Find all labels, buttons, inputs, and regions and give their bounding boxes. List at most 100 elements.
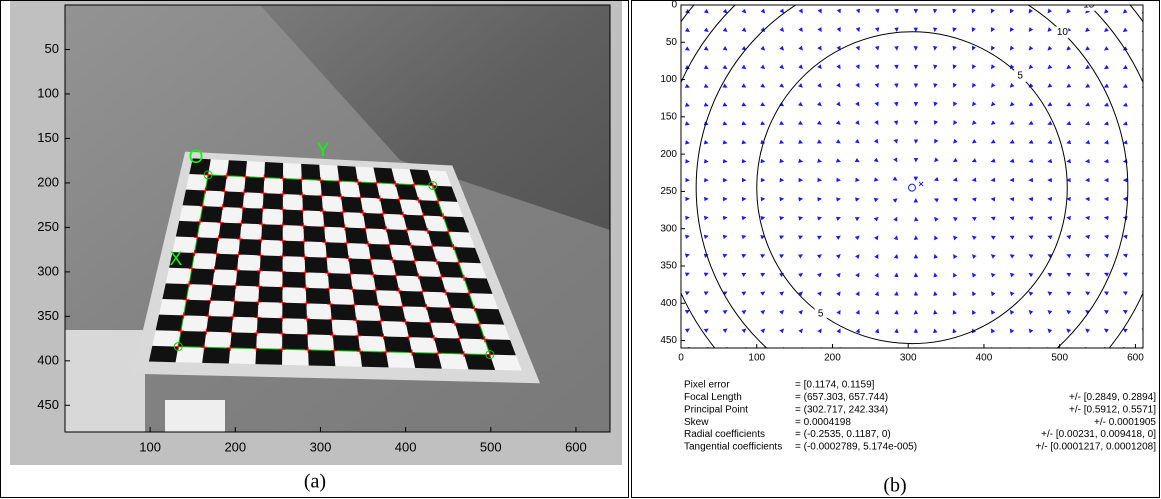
board-square bbox=[258, 286, 282, 302]
board-square bbox=[283, 210, 304, 226]
board-square bbox=[325, 242, 348, 258]
board-square bbox=[282, 334, 308, 350]
contour-label: 5 bbox=[1017, 70, 1023, 81]
board-square bbox=[349, 258, 374, 274]
table-label: Focal Length bbox=[684, 392, 742, 403]
table-value: = [0.1174, 0.1159] bbox=[795, 380, 875, 391]
board-square bbox=[305, 257, 328, 273]
board-square bbox=[282, 272, 305, 288]
caption: (a) bbox=[304, 471, 326, 493]
board-square bbox=[328, 273, 353, 289]
board-square bbox=[263, 193, 283, 209]
table-value: = (302.717, 242.334) bbox=[795, 404, 888, 415]
y-tick-label: 300 bbox=[660, 223, 677, 234]
y-tick-label: 200 bbox=[660, 149, 677, 160]
panel-b-frame bbox=[632, 1, 1160, 498]
board-square bbox=[341, 197, 363, 213]
board-square bbox=[200, 206, 223, 222]
x-tick-label: 600 bbox=[565, 439, 587, 454]
phone bbox=[65, 330, 145, 432]
y-axis-label: Y bbox=[317, 140, 330, 161]
paper bbox=[165, 400, 225, 432]
board-square bbox=[307, 319, 333, 335]
board-square bbox=[360, 351, 389, 367]
table-error: +/- [0.2849, 0.2894] bbox=[1069, 392, 1156, 403]
board-square bbox=[233, 301, 258, 317]
board-square bbox=[264, 162, 283, 178]
board-square bbox=[162, 283, 189, 299]
y-tick-label: 50 bbox=[45, 41, 59, 56]
board-square bbox=[206, 316, 233, 332]
table-label: Tangential coefficients bbox=[684, 442, 782, 453]
table-value: = (-0.0002789, 5.174e-005) bbox=[795, 442, 917, 453]
table-value: = (-0.2535, 0.1187, 0) bbox=[795, 429, 891, 440]
y-tick-label: 50 bbox=[666, 37, 678, 48]
board-square bbox=[236, 270, 260, 286]
table-label: Skew bbox=[684, 417, 709, 428]
y-tick-label: 450 bbox=[660, 335, 677, 346]
board-square bbox=[330, 304, 356, 320]
x-tick-label: 300 bbox=[310, 439, 332, 454]
table-error: +/- [0.0001217, 0.0001208] bbox=[1036, 442, 1157, 453]
table-error: +/- [0.00231, 0.009418, 0] bbox=[1041, 429, 1156, 440]
x-tick-label: 0 bbox=[678, 353, 684, 364]
x-tick-label: 400 bbox=[976, 353, 993, 364]
table-label: Principal Point bbox=[684, 404, 748, 415]
x-tick-label: 600 bbox=[1127, 353, 1144, 364]
board-square bbox=[303, 226, 325, 242]
y-tick-label: 400 bbox=[660, 298, 677, 309]
origin-label: O bbox=[189, 147, 204, 168]
table-value: = 0.0004198 bbox=[795, 417, 851, 428]
y-tick-label: 350 bbox=[660, 261, 677, 272]
board-square bbox=[219, 223, 242, 239]
board-square bbox=[378, 306, 405, 322]
x-axis-label: X bbox=[170, 249, 183, 270]
x-tick-label: 500 bbox=[480, 439, 502, 454]
y-tick-label: 300 bbox=[37, 263, 59, 278]
x-tick-label: 100 bbox=[748, 353, 765, 364]
x-tick-label: 200 bbox=[224, 439, 246, 454]
board-square bbox=[257, 318, 282, 334]
board-square bbox=[241, 208, 262, 224]
board-square bbox=[223, 191, 244, 207]
x-tick-label: 500 bbox=[1051, 353, 1068, 364]
y-tick-label: 200 bbox=[37, 174, 59, 189]
board-square bbox=[214, 254, 238, 270]
board-square bbox=[176, 221, 200, 237]
board-square bbox=[244, 177, 264, 193]
board-square bbox=[352, 289, 378, 305]
y-tick-label: 150 bbox=[37, 130, 59, 145]
board-square bbox=[149, 346, 178, 362]
board-square bbox=[337, 166, 358, 182]
board-square bbox=[323, 211, 345, 227]
board-square bbox=[210, 285, 235, 301]
board-square bbox=[230, 332, 257, 348]
y-tick-label: 250 bbox=[37, 219, 59, 234]
board-square bbox=[282, 303, 307, 319]
photo bbox=[65, 5, 610, 432]
board-square bbox=[301, 164, 320, 180]
table-value: = (657.303, 657.744) bbox=[795, 392, 888, 403]
caption: (b) bbox=[883, 475, 906, 497]
distortion-arrow bbox=[689, 12, 690, 13]
y-tick-label: 150 bbox=[660, 111, 677, 122]
board-square bbox=[260, 255, 283, 271]
x-tick-label: 400 bbox=[395, 439, 417, 454]
board-square bbox=[178, 331, 206, 347]
board-square bbox=[205, 175, 226, 191]
board-square bbox=[464, 354, 495, 370]
board-square bbox=[255, 349, 282, 365]
board-square bbox=[320, 180, 341, 196]
board-square bbox=[383, 336, 412, 352]
board-square bbox=[356, 320, 383, 336]
contour-label: 10 bbox=[1057, 27, 1069, 38]
board-square bbox=[283, 178, 302, 194]
board-square bbox=[306, 288, 331, 304]
board-square bbox=[345, 228, 368, 244]
x-tick-label: 100 bbox=[139, 439, 161, 454]
contour-label: 5 bbox=[818, 308, 824, 319]
board-square bbox=[156, 315, 184, 331]
table-label: Pixel error bbox=[684, 380, 730, 391]
board-square bbox=[202, 347, 230, 363]
y-tick-label: 400 bbox=[37, 352, 59, 367]
